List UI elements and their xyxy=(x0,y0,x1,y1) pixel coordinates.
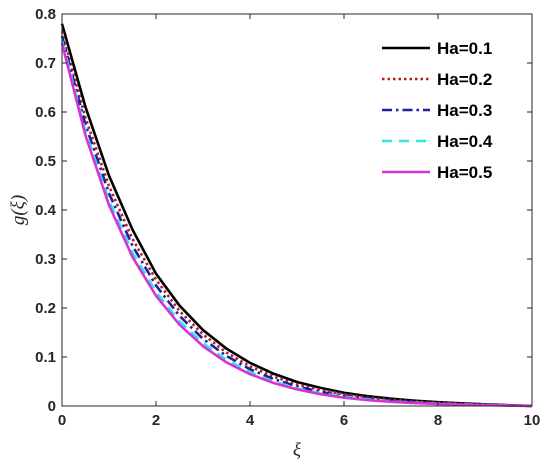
x-tick-label: 6 xyxy=(340,412,348,429)
x-axis-ticks: 0 2 4 6 8 10 xyxy=(58,14,541,429)
y-tick-label: 0.7 xyxy=(35,55,56,72)
y-tick-label: 0.1 xyxy=(35,349,56,366)
y-tick-label: 0 xyxy=(48,398,56,415)
y-tick-label: 0.8 xyxy=(35,6,56,23)
x-tick-label: 0 xyxy=(58,412,66,429)
y-axis-title: g(ξ) xyxy=(8,195,29,225)
series-layer xyxy=(60,23,533,408)
legend-label-3: Ha=0.3 xyxy=(437,101,492,120)
y-tick-label: 0.6 xyxy=(35,104,56,121)
x-tick-label: 8 xyxy=(434,412,442,429)
y-tick-label: 0.4 xyxy=(35,202,57,219)
legend-label-5: Ha=0.5 xyxy=(437,163,492,182)
series-line-2 xyxy=(60,30,533,408)
legend-label-4: Ha=0.4 xyxy=(437,132,493,151)
legend-label-1: Ha=0.1 xyxy=(437,39,492,58)
legend-label-2: Ha=0.2 xyxy=(437,70,492,89)
x-tick-label: 2 xyxy=(152,412,160,429)
series-line-5 xyxy=(60,43,533,408)
x-tick-label: 4 xyxy=(246,412,255,429)
y-tick-label: 0.3 xyxy=(35,251,56,268)
y-axis-ticks: 0 0.1 0.2 0.3 0.4 0.5 0.6 0.7 0.8 xyxy=(35,6,532,415)
x-axis-title: ξ xyxy=(293,440,302,461)
y-tick-label: 0.2 xyxy=(35,300,56,317)
y-tick-label: 0.5 xyxy=(35,153,56,170)
x-tick-label: 10 xyxy=(524,412,541,429)
legend: Ha=0.1 Ha=0.2 Ha=0.3 Ha=0.4 Ha=0.5 xyxy=(372,30,522,190)
